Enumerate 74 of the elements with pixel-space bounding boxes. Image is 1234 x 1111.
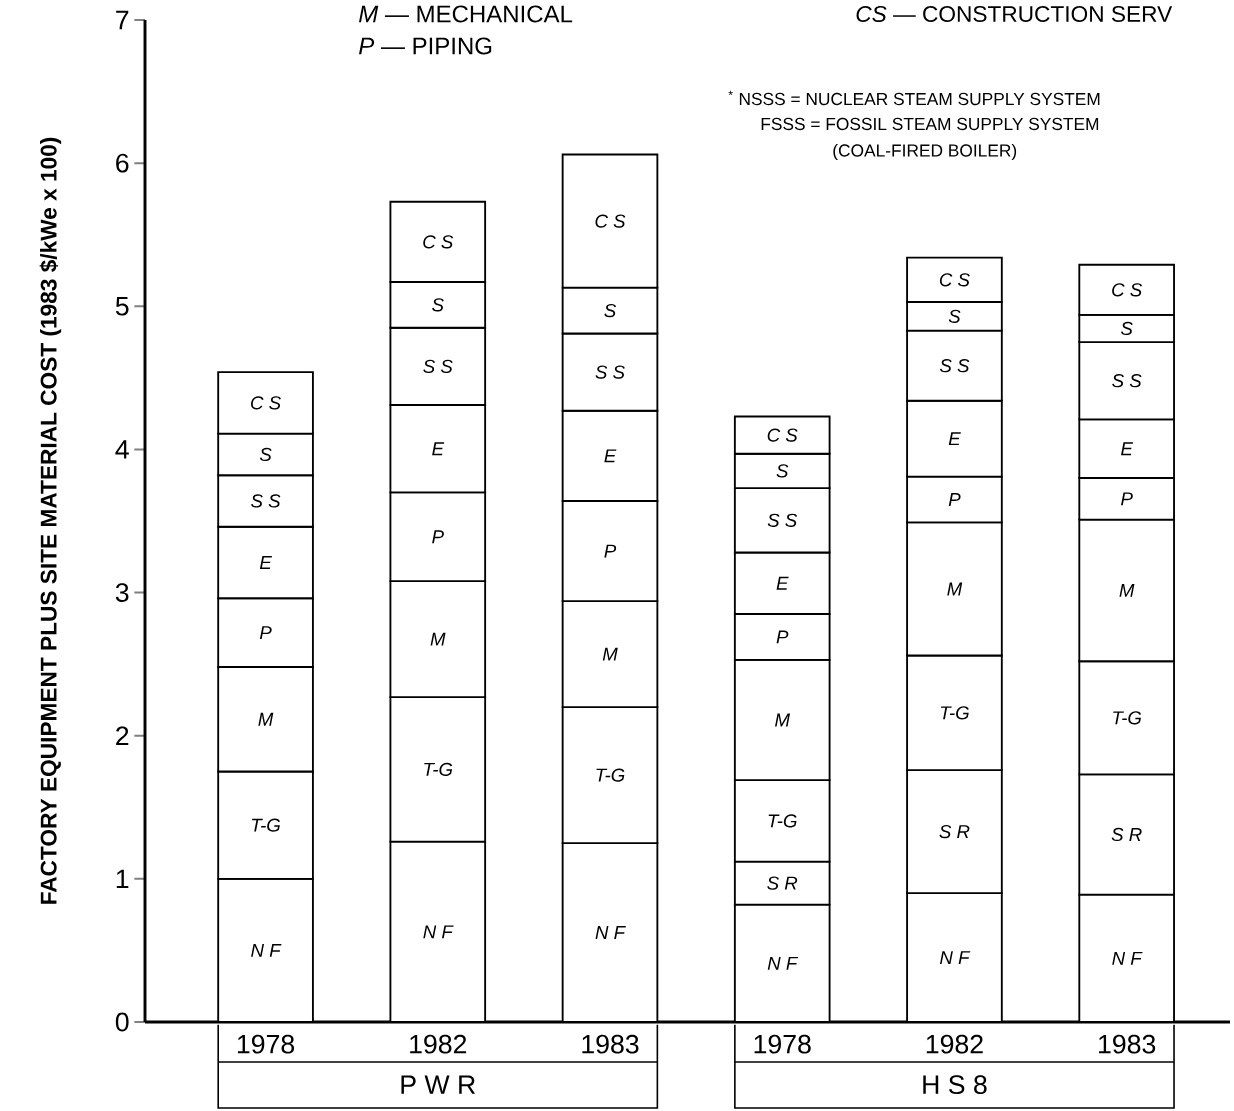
text: T-G xyxy=(424,762,453,776)
text: C S xyxy=(939,273,970,287)
text: N F xyxy=(1112,951,1143,965)
text: N F xyxy=(767,956,799,970)
y-tick-label: 5 xyxy=(115,296,129,316)
y-tick-label: 7 xyxy=(116,10,129,30)
y-axis-title: FACTORY EQUIPMENT PLUS SITE MATERIAL COST (1983 $/kWe x 100) xyxy=(39,137,62,904)
series-label: N F xyxy=(939,951,971,965)
text: M xyxy=(947,582,963,596)
text: S S xyxy=(939,359,970,373)
series-label: S S xyxy=(251,494,281,508)
series-label: S R xyxy=(767,876,798,890)
text: M xyxy=(602,647,618,661)
text: C S xyxy=(1112,283,1143,297)
text: S xyxy=(948,309,961,323)
text: M xyxy=(775,713,791,727)
series-label: E xyxy=(1121,442,1134,456)
text: S xyxy=(432,298,444,312)
y-tick-label: 2 xyxy=(116,726,129,746)
text: P xyxy=(604,544,617,558)
text: E xyxy=(432,442,445,456)
text: E xyxy=(948,432,961,446)
annotation: FSSS = FOSSIL STEAM SUPPLY SYSTEM xyxy=(761,117,1099,131)
series-label: P xyxy=(1121,492,1133,506)
y-tick-label: 3 xyxy=(115,583,129,602)
text: S xyxy=(776,464,789,478)
series-label: C S xyxy=(767,428,798,442)
text: S S xyxy=(595,365,625,379)
text: P xyxy=(776,630,789,644)
text: S xyxy=(604,303,617,318)
text: T-G xyxy=(768,814,797,828)
series-label: S xyxy=(1120,321,1133,336)
series-label: M xyxy=(1119,584,1135,597)
text: P xyxy=(948,493,961,506)
text: T-G xyxy=(596,768,625,782)
annotation: $^{*}$ NSSS = NUCLEAR STEAM SUPPLY SYSTEM xyxy=(728,90,1100,106)
text: E xyxy=(259,556,272,569)
annotation: P — PIPING xyxy=(359,37,492,55)
text: N F xyxy=(595,926,626,939)
x-tick-label: 1978 xyxy=(754,1034,811,1054)
text: E xyxy=(776,576,789,590)
text: C S xyxy=(423,235,454,249)
x-tick-label: 1978 xyxy=(237,1034,295,1054)
y-tick-label: 0 xyxy=(115,1012,129,1032)
annotation: M — MECHANICAL xyxy=(359,5,573,23)
text: C S xyxy=(595,214,626,228)
y-tick-label: 4 xyxy=(115,440,129,459)
text: N F xyxy=(423,925,454,939)
y-tick-label: 6 xyxy=(116,153,129,173)
text: S S xyxy=(1112,374,1142,388)
text: P xyxy=(259,626,272,640)
annotation: (COAL-FIRED BOILER) xyxy=(833,143,1017,161)
x-tick-label: 1982 xyxy=(926,1034,983,1054)
text: M xyxy=(258,712,274,726)
text: T-G xyxy=(252,818,280,832)
x-tick-label: 1982 xyxy=(410,1034,467,1054)
text: P W R xyxy=(401,1075,476,1094)
text: T-G xyxy=(1113,711,1142,725)
series-label: T-G xyxy=(940,706,969,720)
text: S xyxy=(259,447,272,462)
text: H S 8 xyxy=(923,1075,987,1095)
text: P xyxy=(432,530,444,544)
y-tick-label: 1 xyxy=(116,869,129,889)
annotation: CS — CONSTRUCTION SERV xyxy=(856,5,1173,23)
text: M xyxy=(430,632,446,646)
text: E xyxy=(604,449,617,463)
text: S R xyxy=(1111,827,1142,842)
text: S S xyxy=(767,513,798,527)
text: S S xyxy=(423,359,453,374)
text: N F xyxy=(251,944,282,957)
x-tick-label: 1983 xyxy=(582,1034,639,1054)
text: C S xyxy=(251,396,281,410)
x-tick-label: 1983 xyxy=(1099,1034,1156,1054)
text: S R xyxy=(939,825,970,839)
